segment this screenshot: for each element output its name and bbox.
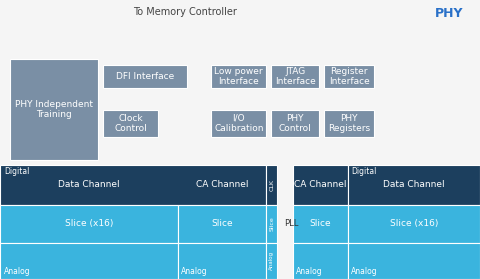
Bar <box>348 165 480 205</box>
Text: Slice: Slice <box>269 217 274 231</box>
Text: Analog: Analog <box>351 267 377 276</box>
Bar <box>271 110 319 137</box>
Text: Analog: Analog <box>296 267 322 276</box>
Text: Slice: Slice <box>211 219 233 229</box>
Text: I/O
Calibration: I/O Calibration <box>214 114 264 133</box>
Text: DFI Interface: DFI Interface <box>116 72 174 81</box>
Bar <box>266 243 277 279</box>
Text: Low power
Interface: Low power Interface <box>215 67 263 86</box>
Text: PHY
Control: PHY Control <box>279 114 312 133</box>
Bar <box>271 65 319 88</box>
Text: Slice: Slice <box>310 219 331 229</box>
Bar <box>266 165 277 205</box>
Text: Slice (x16): Slice (x16) <box>65 219 113 229</box>
Text: PHY
Registers: PHY Registers <box>328 114 370 133</box>
Bar <box>178 205 266 243</box>
Bar <box>324 110 374 137</box>
Bar <box>10 59 98 160</box>
Text: Digital: Digital <box>4 167 29 176</box>
Bar <box>293 205 348 243</box>
Text: Slice (x16): Slice (x16) <box>390 219 438 229</box>
Bar <box>293 243 348 279</box>
Text: CA Channel: CA Channel <box>294 180 347 189</box>
Bar <box>266 205 277 243</box>
Text: Analog: Analog <box>4 267 30 276</box>
Bar <box>178 243 266 279</box>
Text: Analog: Analog <box>180 267 207 276</box>
Text: Analog: Analog <box>269 251 274 270</box>
Text: PHY Independent
Training: PHY Independent Training <box>15 100 93 119</box>
Bar <box>211 65 266 88</box>
Text: Data Channel: Data Channel <box>383 180 445 189</box>
Bar <box>348 205 480 243</box>
Text: Digital: Digital <box>351 167 376 176</box>
Bar <box>0 243 178 279</box>
Bar <box>0 205 178 243</box>
Text: CLK: CLK <box>269 179 274 191</box>
Text: CA Channel: CA Channel <box>196 180 248 189</box>
Text: JTAG
Interface: JTAG Interface <box>275 67 315 86</box>
Bar <box>103 110 158 137</box>
Text: Clock
Control: Clock Control <box>114 114 147 133</box>
Bar <box>324 65 374 88</box>
Text: Data Channel: Data Channel <box>58 180 120 189</box>
Bar <box>0 165 266 205</box>
Bar <box>348 243 480 279</box>
Text: PLL: PLL <box>284 219 299 229</box>
Text: To Memory Controller: To Memory Controller <box>133 7 237 17</box>
Text: Register
Interface: Register Interface <box>329 67 370 86</box>
Bar <box>211 110 266 137</box>
Bar <box>293 165 348 205</box>
Bar <box>103 65 187 88</box>
Text: PHY: PHY <box>434 7 463 20</box>
